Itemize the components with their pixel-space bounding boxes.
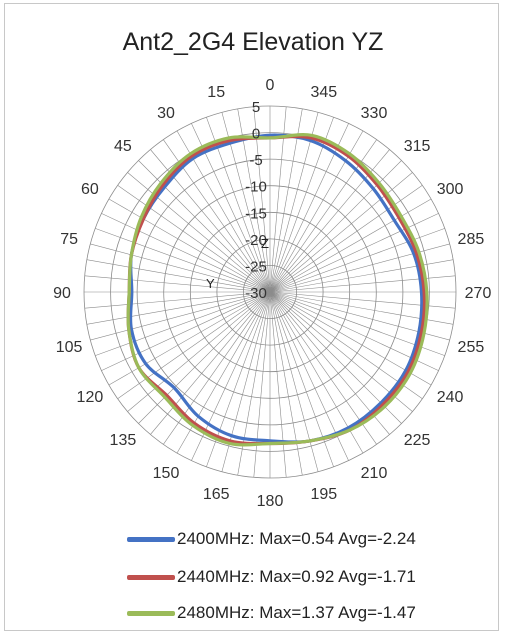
series-layer [126, 133, 429, 447]
angle-label: 30 [157, 105, 175, 122]
grid-spoke [269, 172, 413, 293]
angle-label: 270 [465, 285, 492, 302]
grid-spoke [138, 291, 271, 424]
angle-label: 45 [114, 138, 132, 155]
grid-spoke [269, 123, 349, 293]
grid-spoke [101, 291, 271, 371]
grid-spoke [269, 108, 303, 293]
grid-spoke [269, 198, 432, 293]
angle-label: 135 [110, 432, 137, 449]
chart-title: Ant2_2G4 Elevation YZ [122, 28, 384, 56]
angle-label: 150 [153, 465, 180, 482]
legend-label-2: 2440MHz: Max=0.92 Avg=-1.71 [177, 567, 416, 586]
grid-spoke [127, 291, 271, 412]
angle-label: 90 [53, 285, 71, 302]
radial-tick-label: 5 [252, 99, 260, 116]
grid-spoke [269, 213, 439, 293]
grid-ring [83, 105, 457, 479]
grid-ring [189, 211, 351, 373]
legend-entry-1: 2400MHz: Max=0.54 Avg=-2.24 [0, 525, 506, 555]
grid-ring [163, 185, 377, 399]
legend-label-1: 2400MHz: Max=0.54 Avg=-2.24 [177, 529, 416, 548]
angle-label: 300 [437, 181, 464, 198]
angle-label: 225 [404, 432, 431, 449]
legend-swatch-3 [127, 611, 175, 616]
legend-entry-2: 2440MHz: Max=0.92 Avg=-1.71 [0, 563, 506, 593]
grid-spoke [269, 185, 423, 293]
radial-tick-label: -25 [245, 258, 267, 275]
radial-tick-label: -15 [245, 205, 267, 222]
grid-spoke [150, 291, 271, 435]
angle-label: 255 [458, 339, 485, 356]
angle-label: 105 [56, 339, 83, 356]
radial-tick-label: -10 [245, 179, 267, 196]
grid-spoke [269, 291, 364, 454]
grid-ring [216, 238, 324, 346]
angle-label: 0 [266, 77, 275, 94]
grid-spoke [95, 291, 271, 356]
radial-tick-label: -5 [249, 152, 262, 169]
legend-swatch-1 [127, 537, 175, 542]
grid-spoke [90, 243, 271, 293]
grid-spoke [269, 291, 377, 445]
angle-label: 315 [404, 138, 431, 155]
angle-label: 75 [60, 231, 78, 248]
grid-spoke [269, 291, 432, 386]
label-layer: 50-5-10-15-20-25-30ZY0153045607590105120… [53, 77, 491, 510]
grid-spoke [108, 291, 271, 386]
grid-ring [242, 264, 297, 319]
grid-spoke [127, 172, 271, 293]
grid-spoke [84, 291, 271, 309]
grid-spoke [269, 112, 319, 293]
radial-tick-label: -20 [245, 232, 267, 249]
grid-spoke [95, 228, 271, 293]
angle-label: 285 [458, 231, 485, 248]
grid-spoke [269, 291, 303, 476]
polar-chart: 50-5-10-15-20-25-30ZY0153045607590105120… [53, 77, 491, 510]
angle-label: 210 [361, 465, 388, 482]
chart-frame [4, 3, 499, 631]
grid-spoke [101, 213, 271, 293]
radial-tick-label: 0 [252, 126, 260, 143]
angle-label: 120 [77, 389, 104, 406]
legend-entry-3: 2480MHz: Max=1.37 Avg=-1.47 [0, 599, 506, 629]
polar-grid [83, 105, 457, 479]
radial-tick-label: -30 [245, 285, 267, 302]
grid-spoke [86, 259, 271, 293]
grid-spoke [269, 130, 364, 293]
angle-label: 240 [437, 389, 464, 406]
legend-label-3: 2480MHz: Max=1.37 Avg=-1.47 [177, 603, 416, 622]
grid-ring [110, 132, 430, 452]
grid-spoke [269, 291, 413, 412]
grid-spoke [163, 291, 271, 445]
grid-spoke [108, 198, 271, 293]
grid-spoke [86, 291, 271, 325]
grid-spoke [117, 291, 271, 399]
grid-spoke [269, 291, 402, 424]
angle-label: 195 [310, 486, 337, 503]
axis-letter-y: Y [206, 276, 215, 291]
grid-spoke [269, 228, 445, 293]
grid-spoke [253, 291, 271, 478]
angle-label: 345 [310, 84, 337, 101]
grid-spoke [269, 291, 423, 399]
grid-spoke [84, 275, 271, 293]
axis-letter-z: Z [261, 236, 269, 251]
angle-label: 330 [361, 105, 388, 122]
series-line-3 [126, 133, 429, 447]
grid-spoke [269, 291, 390, 435]
angle-label: 60 [81, 181, 99, 198]
grid-ring [136, 158, 404, 426]
angle-label: 165 [203, 486, 230, 503]
grid-spoke [117, 185, 271, 293]
angle-label: 180 [257, 493, 284, 510]
grid-spoke [90, 291, 271, 341]
angle-label: 15 [207, 84, 225, 101]
grid-spoke [269, 291, 287, 478]
legend-swatch-2 [127, 575, 175, 580]
